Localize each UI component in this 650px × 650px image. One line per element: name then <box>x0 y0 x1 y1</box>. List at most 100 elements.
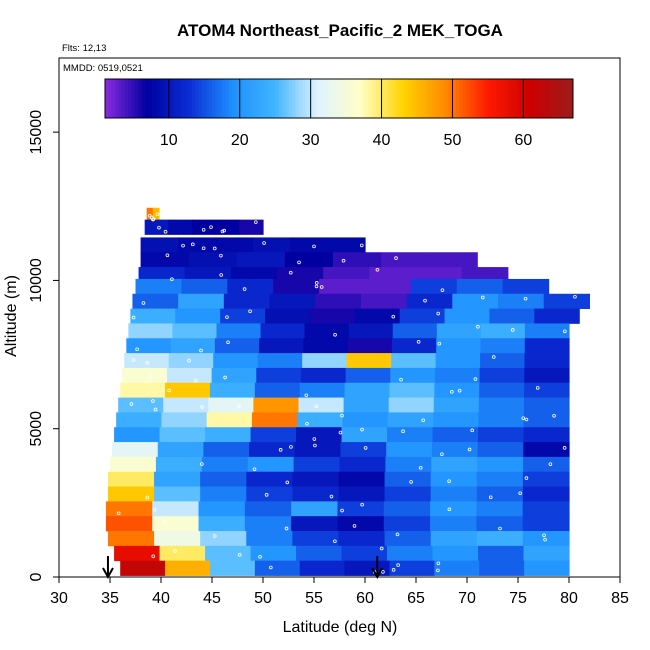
colorbar-swatch <box>415 79 420 118</box>
heatmap-cell <box>477 442 524 458</box>
sample-point <box>524 476 529 480</box>
colorbar-swatch <box>302 79 307 118</box>
heatmap-cell <box>159 427 206 443</box>
colorbar-swatch <box>328 79 333 118</box>
colorbar-swatch <box>165 79 170 118</box>
sample-point <box>116 511 121 516</box>
colorbar-swatch <box>168 79 173 118</box>
heatmap-cell <box>273 278 320 295</box>
colorbar-swatch <box>349 79 353 118</box>
sample-point <box>141 301 146 305</box>
sample-point <box>363 446 368 450</box>
heatmap-cell <box>522 486 570 502</box>
heatmap-cell <box>480 323 526 339</box>
colorbar-swatch <box>519 79 524 118</box>
heatmap-cell <box>277 267 324 283</box>
colorbar-swatch <box>198 79 203 118</box>
colorbar-swatch <box>108 79 113 118</box>
heatmap-cell <box>254 560 301 576</box>
heatmap-cell <box>436 338 482 354</box>
heatmap-cell <box>534 308 580 324</box>
colorbar-swatch <box>175 79 180 118</box>
heatmap-cell <box>292 531 340 547</box>
colorbar-swatch <box>499 79 504 118</box>
sample-point <box>470 428 475 433</box>
x-tick-label: 80 <box>560 590 578 607</box>
heatmap-cell <box>215 237 254 253</box>
heatmap-cell <box>523 545 570 562</box>
heatmap-cell <box>296 427 343 443</box>
heatmap-cell <box>478 397 525 413</box>
x-tick-label: 45 <box>203 590 221 607</box>
colorbar-swatch <box>158 79 163 118</box>
colorbar-swatch <box>389 79 393 118</box>
sample-point <box>219 253 223 258</box>
heatmap-cell <box>259 338 304 354</box>
y-tick-label: 5000 <box>28 411 45 447</box>
heatmap-cell <box>387 545 434 562</box>
heatmap-cell <box>211 367 257 384</box>
sample-point <box>447 479 451 483</box>
heatmap-cell <box>415 267 463 283</box>
heatmap-cell <box>383 516 431 532</box>
heatmap-cell <box>253 397 300 413</box>
heatmap-cell <box>524 382 570 398</box>
sample-point <box>167 388 171 393</box>
heatmap-cell <box>170 338 216 354</box>
sample-point <box>391 568 396 572</box>
heatmap-cell <box>256 367 302 384</box>
sample-point <box>153 407 158 412</box>
heatmap-cell <box>165 382 211 398</box>
heatmap-cell <box>340 442 387 458</box>
sample-point <box>440 452 444 456</box>
heatmap-cell <box>220 308 266 324</box>
colorbar-swatch <box>128 79 133 118</box>
heatmap-cell <box>154 471 201 487</box>
heatmap-cell <box>523 442 570 458</box>
sample-point <box>145 360 150 365</box>
colorbar-swatch <box>355 79 360 118</box>
sample-point <box>149 375 153 379</box>
heatmap-cell <box>304 323 350 339</box>
colorbar-swatch <box>362 79 367 118</box>
sample-point <box>375 267 380 272</box>
heatmap-cell <box>461 267 509 283</box>
y-axis-label: Altitude (m) <box>3 275 20 357</box>
sample-point <box>209 225 213 229</box>
heatmap-cell <box>140 252 190 268</box>
heatmap-cell <box>112 442 159 458</box>
heatmap-cell <box>452 293 499 309</box>
sample-point <box>254 220 258 224</box>
x-tick-label: 70 <box>458 590 476 607</box>
heatmap-cell <box>384 486 432 502</box>
colorbar-swatch <box>539 79 544 118</box>
heatmap-cell <box>244 501 292 517</box>
heatmap-cell <box>387 427 434 443</box>
sample-point <box>226 340 230 345</box>
x-tick-label: 55 <box>305 590 323 607</box>
heatmap-cell <box>386 442 433 458</box>
sample-point <box>200 405 204 409</box>
heatmap-cell <box>344 560 391 576</box>
colorbar-swatch <box>352 79 357 118</box>
sample-point <box>401 429 405 434</box>
sample-point <box>573 294 577 299</box>
sample-point <box>467 447 472 452</box>
sample-point <box>395 532 400 537</box>
heatmap-cell <box>456 278 504 295</box>
colorbar-swatch <box>556 79 561 118</box>
heatmap-cell <box>105 501 153 517</box>
heatmap-cell <box>298 397 345 413</box>
colorbar-swatch <box>138 79 143 118</box>
colorbar-swatch <box>211 79 216 118</box>
heatmap-cell <box>433 412 480 428</box>
heatmap-cell <box>161 412 208 428</box>
sample-point <box>193 378 198 383</box>
x-tick-label: 40 <box>152 590 170 607</box>
y-tick-label: 10000 <box>28 258 45 303</box>
sample-point <box>391 314 396 319</box>
colorbar-swatch <box>255 79 260 118</box>
sample-point <box>219 273 224 277</box>
colorbar-swatch <box>155 79 159 118</box>
colorbar-swatch <box>118 79 123 118</box>
